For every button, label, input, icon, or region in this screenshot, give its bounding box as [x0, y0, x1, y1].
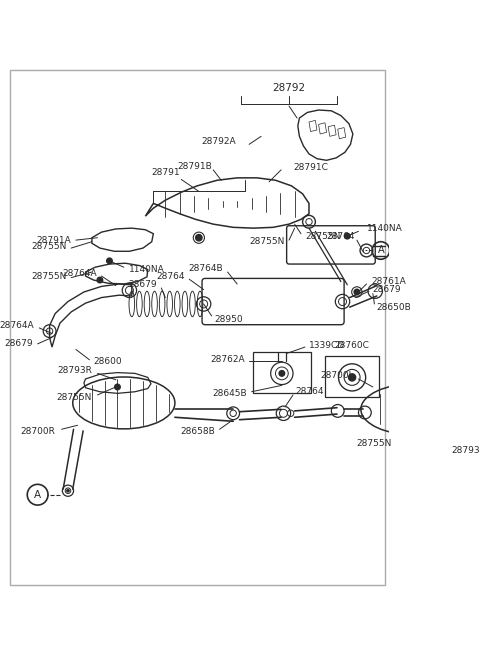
Text: 1140NA: 1140NA: [367, 225, 403, 233]
Text: 28791A: 28791A: [36, 236, 71, 244]
Text: 28645B: 28645B: [212, 389, 247, 398]
Text: 28764A: 28764A: [0, 321, 35, 330]
Circle shape: [348, 374, 356, 381]
Text: 28764: 28764: [295, 387, 324, 396]
Text: 28950: 28950: [215, 316, 243, 324]
Text: 28762A: 28762A: [211, 355, 245, 364]
Text: 28600: 28600: [94, 357, 122, 366]
Text: 28792A: 28792A: [201, 138, 236, 147]
Circle shape: [67, 489, 69, 492]
Text: 28755N: 28755N: [357, 439, 392, 448]
Text: 28755N: 28755N: [31, 272, 66, 280]
Bar: [325, 356, 379, 398]
Text: 28764A: 28764A: [62, 269, 96, 278]
Text: 28791C: 28791C: [293, 163, 328, 172]
Bar: [253, 352, 311, 394]
Circle shape: [97, 277, 103, 283]
Text: A: A: [377, 246, 384, 255]
Text: 28679: 28679: [373, 285, 401, 294]
Text: 28760C: 28760C: [335, 341, 370, 350]
Text: A: A: [34, 490, 41, 500]
Text: 28793L: 28793L: [451, 446, 480, 455]
Text: 28755N: 28755N: [57, 393, 92, 402]
Circle shape: [196, 234, 202, 241]
Text: 1339CD: 1339CD: [309, 341, 345, 350]
Text: 28792: 28792: [273, 83, 306, 94]
Text: 28764: 28764: [326, 232, 355, 240]
Circle shape: [107, 258, 112, 264]
Circle shape: [115, 384, 120, 390]
Text: 28761A: 28761A: [371, 277, 406, 286]
Text: 28791: 28791: [151, 168, 180, 177]
Text: 28679: 28679: [129, 280, 157, 288]
Text: 28700L: 28700L: [320, 371, 354, 381]
Text: 28791B: 28791B: [177, 162, 212, 171]
Circle shape: [279, 371, 285, 376]
Text: 28650B: 28650B: [377, 303, 411, 312]
Circle shape: [345, 233, 350, 239]
Text: 28764B: 28764B: [188, 263, 223, 272]
Text: 28679: 28679: [4, 339, 33, 348]
Text: 28764: 28764: [157, 272, 185, 280]
Text: 1140NA: 1140NA: [130, 265, 165, 274]
Text: 28755N: 28755N: [31, 242, 66, 251]
Circle shape: [354, 290, 360, 295]
Text: 28793R: 28793R: [57, 367, 92, 375]
Text: 28755N: 28755N: [250, 237, 285, 246]
Text: 28700R: 28700R: [20, 427, 55, 436]
Text: 28755N: 28755N: [305, 232, 340, 240]
Text: 28658B: 28658B: [180, 427, 215, 436]
